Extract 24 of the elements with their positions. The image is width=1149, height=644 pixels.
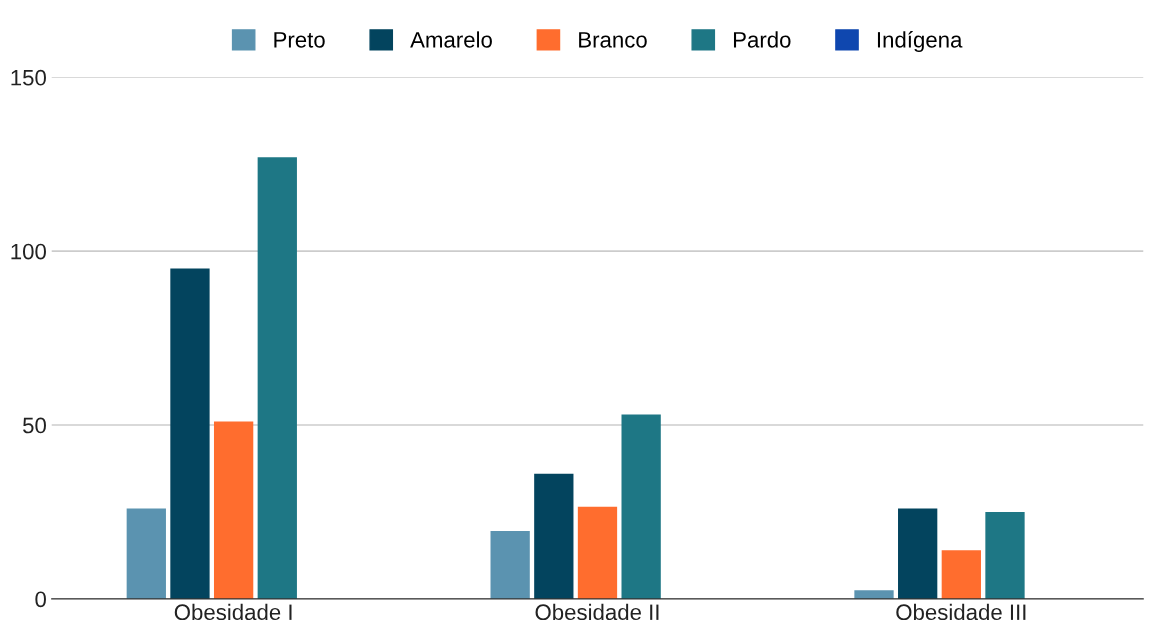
y-tick-label: 50 (23, 417, 46, 434)
legend-label: Amarelo (410, 31, 492, 48)
bar (213, 421, 254, 599)
bar (985, 511, 1025, 599)
bar (257, 157, 297, 599)
bar (577, 506, 618, 599)
bar (534, 473, 574, 599)
x-tick-label: Obesidade I (174, 603, 292, 621)
y-tick-label: 0 (35, 591, 46, 608)
bar (941, 550, 981, 599)
legend-label: Branco (579, 32, 647, 48)
bar (126, 508, 166, 599)
legend-label: Preto (274, 32, 325, 48)
legend-label: Pardo (733, 31, 791, 48)
bar (854, 590, 894, 599)
bar (170, 268, 210, 599)
bar (490, 531, 530, 599)
legend-label: Indígena (877, 31, 963, 53)
y-tick-label: 100 (11, 243, 46, 260)
x-tick-label: Obesidade III (896, 603, 1026, 621)
x-tick-label: Obesidade II (535, 603, 659, 621)
y-tick-label: 150 (11, 69, 46, 86)
bar (621, 414, 661, 599)
bar (898, 508, 938, 599)
